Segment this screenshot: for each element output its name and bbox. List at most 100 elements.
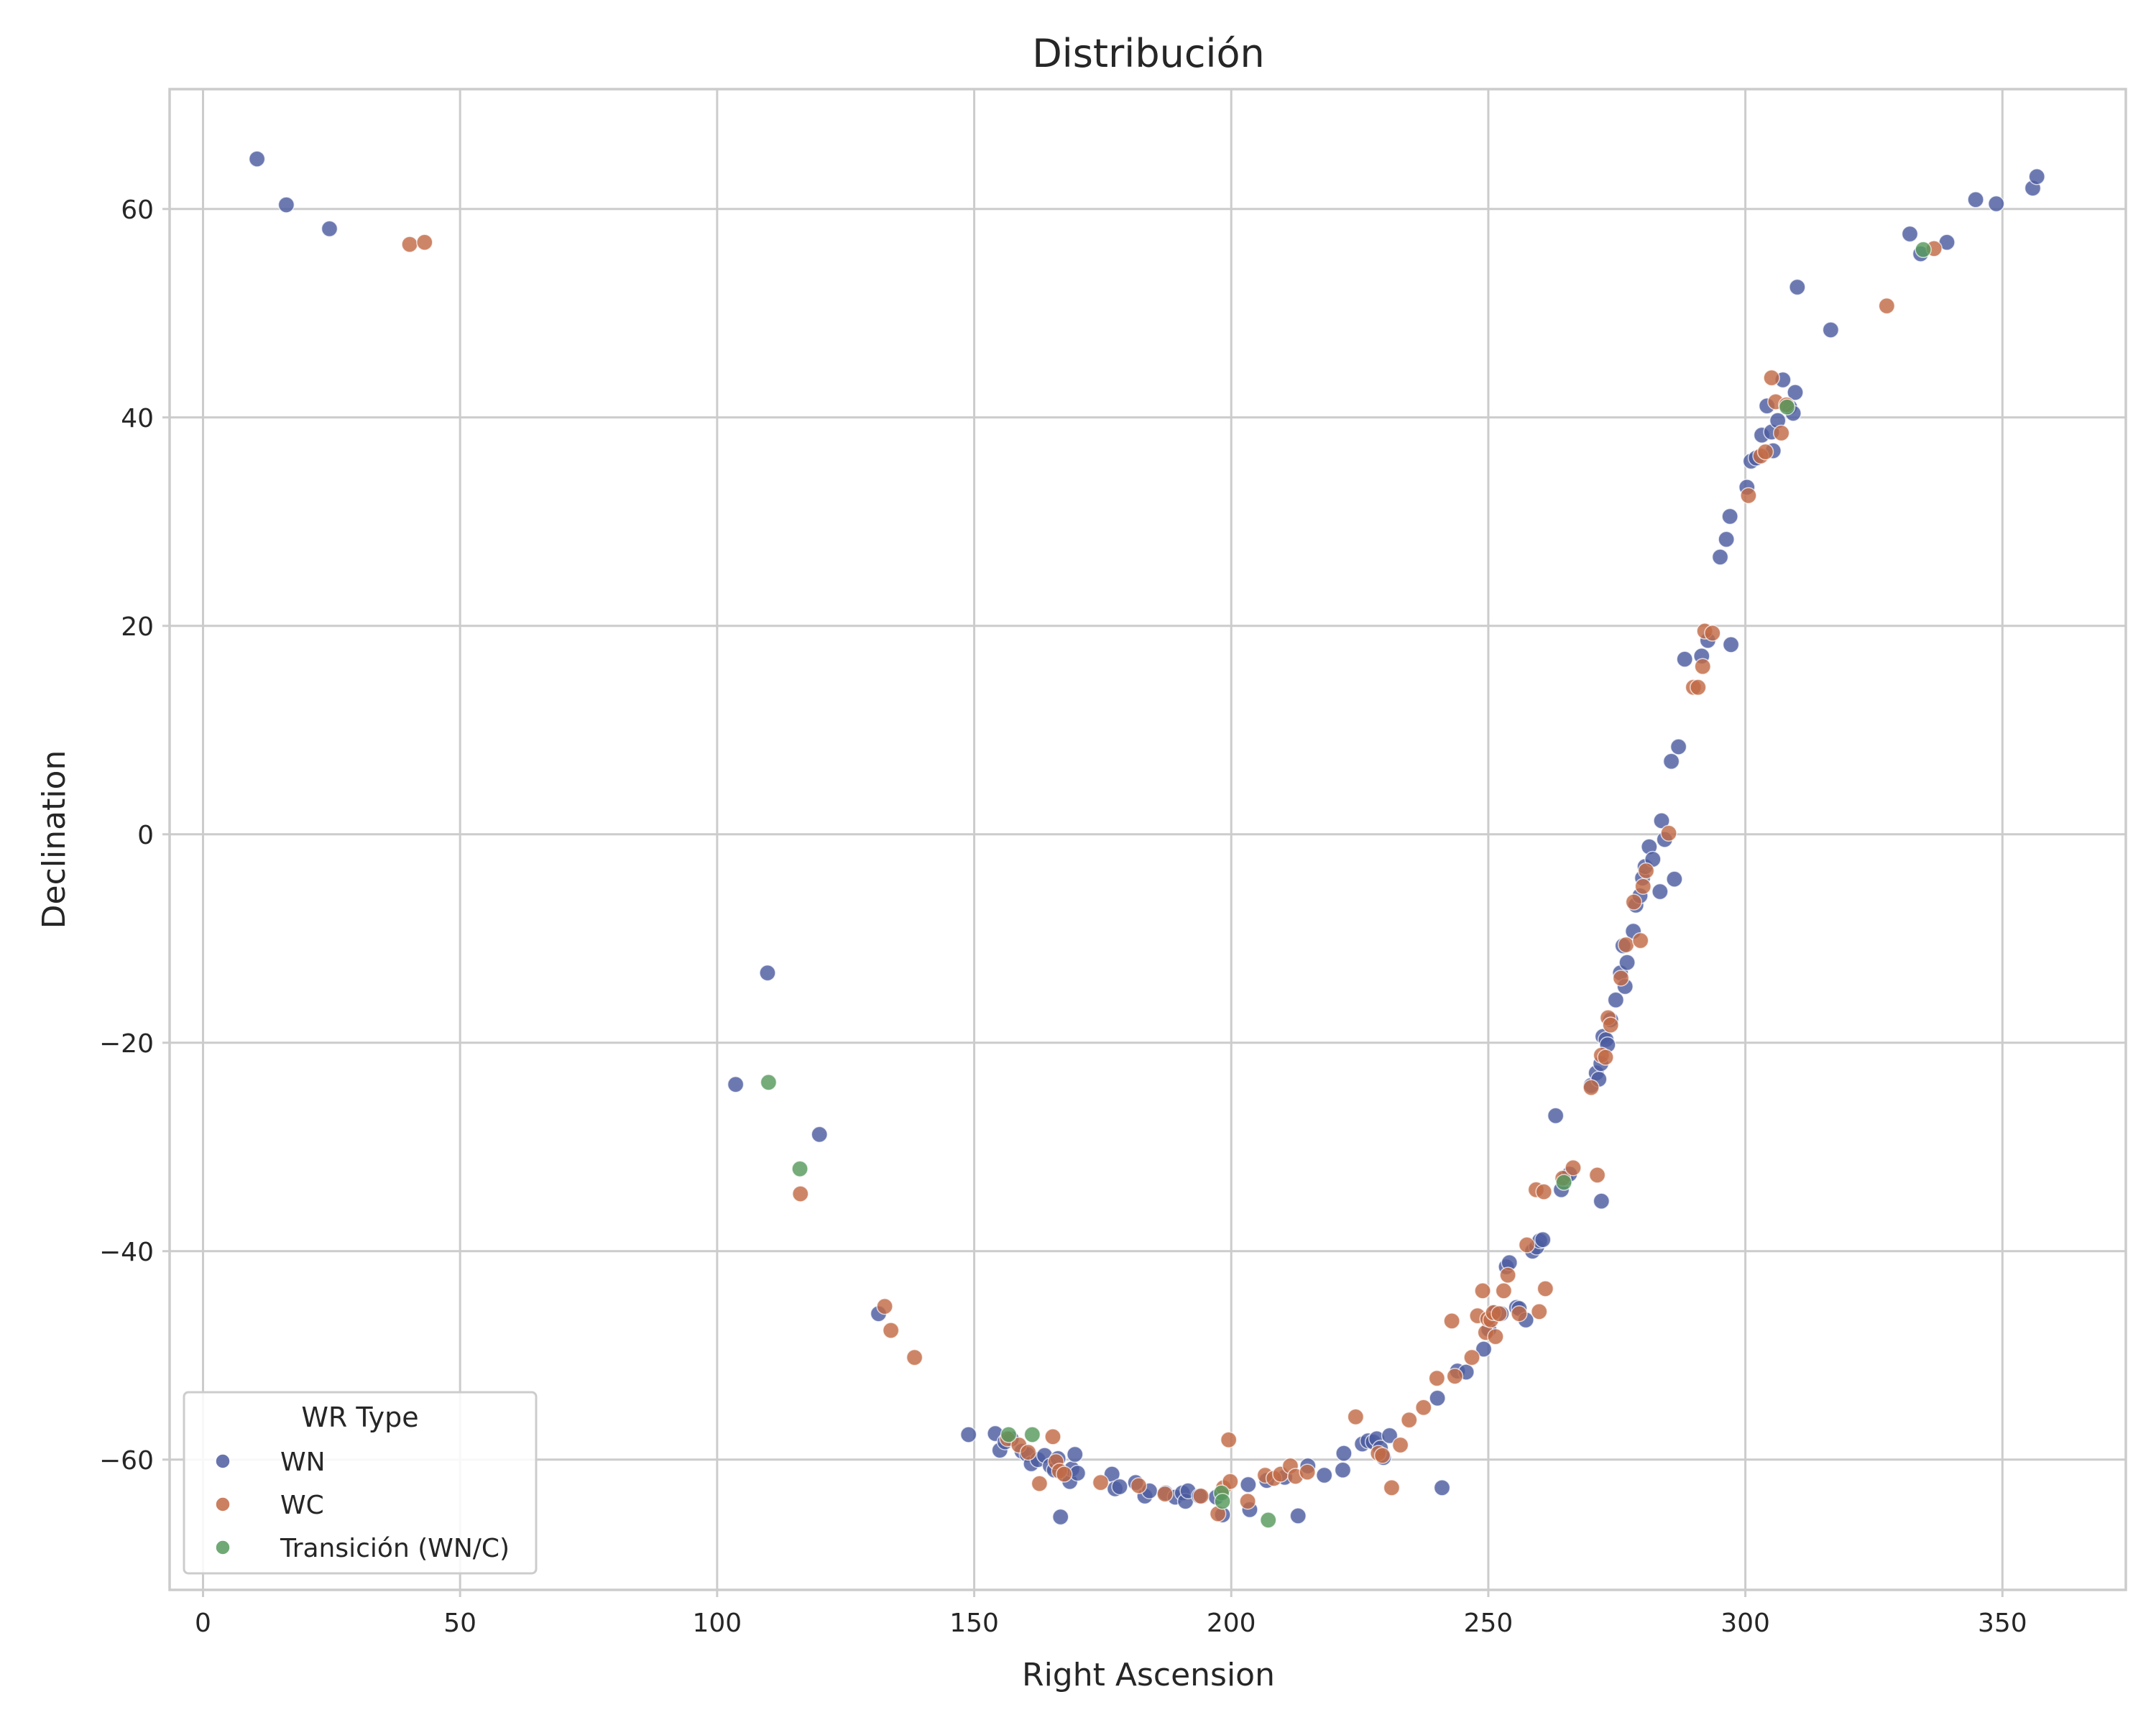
data-point (1637, 862, 1655, 880)
data-point (1690, 678, 1707, 696)
x-tick-label: 250 (1464, 1609, 1514, 1638)
chart-title: Distribución (1032, 31, 1265, 76)
data-point (1056, 1466, 1073, 1483)
plot-frame (168, 88, 2127, 1591)
legend-title: WR Type (301, 1402, 418, 1433)
data-point (1260, 1512, 1277, 1529)
data-point (1651, 883, 1669, 901)
data-point (1721, 507, 1738, 525)
data-point (1660, 824, 1677, 842)
data-point (321, 220, 338, 238)
data-point (1987, 195, 2005, 213)
data-point (1718, 530, 1735, 548)
data-point (1130, 1477, 1148, 1494)
data-point (1031, 1475, 1049, 1492)
data-point (1634, 878, 1652, 895)
x-tick-label: 50 (443, 1609, 476, 1638)
data-points (248, 150, 2045, 1529)
x-axis-label: Right Ascension (1022, 1657, 1275, 1693)
legend-marker (215, 1540, 231, 1555)
y-tick-label: 60 (121, 196, 154, 225)
data-point (401, 236, 418, 253)
data-point (1156, 1485, 1174, 1503)
data-point (1299, 1463, 1316, 1481)
data-point (1607, 991, 1625, 1009)
data-point (1631, 932, 1649, 949)
x-tick-label: 300 (1720, 1609, 1770, 1638)
data-point (416, 234, 433, 251)
data-point (1772, 424, 1790, 442)
y-axis-label: Declination (36, 750, 73, 929)
data-point (1617, 936, 1635, 954)
data-point (1222, 1473, 1239, 1490)
legend: WR Type WN WC Transición (WN/C) (183, 1391, 538, 1575)
x-tick-label: 200 (1207, 1609, 1256, 1638)
data-point (1625, 893, 1643, 911)
data-point (277, 196, 295, 213)
data-point (1653, 812, 1670, 829)
data-point (1051, 1508, 1069, 1526)
data-point (1901, 225, 1919, 243)
data-point (1669, 738, 1687, 755)
data-point (1487, 1328, 1504, 1346)
data-point (1583, 1079, 1600, 1096)
data-point (1511, 1305, 1528, 1322)
data-point (1023, 1426, 1041, 1443)
data-point (1443, 1312, 1460, 1330)
data-point (1602, 1016, 1619, 1034)
legend-label: WN (280, 1448, 326, 1477)
data-point (1401, 1411, 1418, 1429)
data-point (1220, 1431, 1238, 1448)
data-point (1612, 970, 1630, 987)
legend-marker (215, 1496, 231, 1512)
data-point (1740, 487, 1757, 505)
data-point (882, 1322, 900, 1339)
x-tick-label: 350 (1978, 1609, 2027, 1638)
data-point (1192, 1487, 1210, 1505)
data-point (1495, 1282, 1513, 1300)
data-point (1415, 1399, 1432, 1416)
series-2 (760, 241, 1932, 1529)
data-point (248, 150, 266, 167)
legend-label: Transición (WN/C) (280, 1534, 510, 1563)
data-point (1789, 278, 1806, 296)
data-point (1000, 1426, 1018, 1443)
y-tick-label: −60 (99, 1446, 154, 1476)
y-tick-label: 0 (137, 821, 154, 850)
data-point (1391, 1436, 1409, 1454)
data-point (1967, 190, 1984, 208)
data-point (1593, 1192, 1611, 1210)
data-point (1019, 1443, 1037, 1461)
data-point (727, 1076, 745, 1093)
data-point (1373, 1447, 1391, 1464)
axis-ticks: 0 50 100 150 200 250 300 350 −60 −40 −20 0 20 40 60 (99, 196, 2027, 1638)
data-point (1240, 1476, 1257, 1494)
data-point (1722, 636, 1740, 653)
data-point (1334, 1461, 1352, 1478)
legend-box (183, 1391, 538, 1575)
x-tick-label: 150 (949, 1609, 999, 1638)
data-point (1463, 1348, 1480, 1366)
y-tick-label: −40 (99, 1238, 154, 1267)
data-point (1666, 870, 1683, 888)
data-point (1067, 1445, 1084, 1463)
data-point (760, 1074, 778, 1091)
data-point (1335, 1445, 1353, 1462)
data-point (1381, 1427, 1399, 1445)
data-point (811, 1126, 828, 1144)
data-point (1214, 1493, 1231, 1510)
data-point (1518, 1236, 1536, 1254)
data-point (1547, 1107, 1565, 1124)
data-point (1778, 398, 1796, 415)
data-point (1474, 1282, 1491, 1300)
data-point (1044, 1428, 1061, 1445)
data-point (1433, 1479, 1451, 1496)
data-point (1915, 241, 1932, 259)
data-point (1111, 1478, 1128, 1496)
data-point (1491, 1305, 1508, 1322)
data-point (791, 1160, 808, 1177)
data-point (1822, 321, 1840, 339)
y-tick-label: 20 (121, 612, 154, 642)
data-point (1878, 297, 1896, 315)
